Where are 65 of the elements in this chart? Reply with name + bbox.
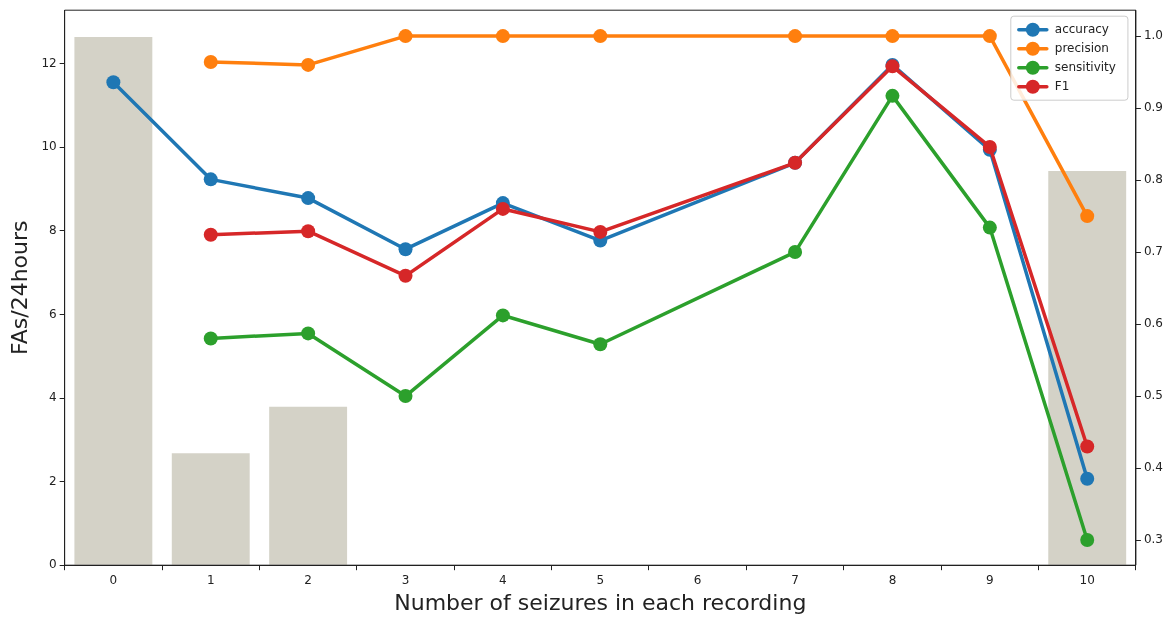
legend-label: F1 [1054,78,1070,93]
point [203,227,218,242]
x-tick-label: 1 [206,572,215,587]
point [398,389,413,404]
point [301,326,316,341]
y2-tick-label: 0.5 [1143,388,1164,403]
point [203,331,218,346]
y2-tick-label: 0.3 [1143,532,1164,547]
y-tick-label: 6 [49,306,57,321]
point [398,242,413,257]
x-tick-label: 6 [693,572,702,587]
point [106,75,121,90]
y-axis-title: FAs/24hours [6,220,32,355]
y-tick-label: 8 [49,222,57,237]
point [593,29,608,44]
point [398,29,413,44]
point [1080,439,1095,454]
x-tick-label: 10 [1079,572,1095,587]
legend-label: sensitivity [1054,59,1116,74]
point [203,55,218,70]
point [593,224,608,239]
y2-tick-label: 0.9 [1143,100,1164,115]
x-tick-label: 8 [888,572,897,587]
x-tick-label: 7 [791,572,799,587]
point [495,308,510,323]
point [301,57,316,72]
x-axis-title: Number of seizures in each recording [394,589,807,615]
bar [1048,171,1127,565]
y-tick-label: 4 [49,390,57,405]
point [982,29,997,44]
point [788,29,803,44]
point [203,172,218,187]
bar [171,453,250,565]
x-tick-label: 2 [304,572,312,587]
x-tick-label: 3 [401,572,410,587]
legend-label: accuracy [1054,21,1109,36]
point [885,29,900,44]
point [495,29,510,44]
point [301,191,316,206]
y-tick-label: 2 [49,473,57,488]
bar [74,36,153,565]
point [1080,209,1095,224]
legend-label: precision [1054,40,1109,55]
x-tick-label: 0 [109,572,118,587]
point [398,268,413,283]
x-tick-label: 4 [499,572,507,587]
point [1080,471,1095,486]
point [1080,533,1095,548]
point [982,220,997,235]
x-tick-label: 5 [596,572,605,587]
x-tick-label: 9 [986,572,994,587]
y-tick-label: 0 [49,557,57,572]
point [788,245,803,260]
y2-tick-label: 0.8 [1143,172,1164,187]
point [593,337,608,352]
point [885,88,900,103]
y-tick-label: 10 [41,139,57,154]
y2-tick-label: 0.7 [1143,244,1164,259]
point [495,201,510,216]
y2-tick-label: 0.4 [1143,460,1164,475]
y-tick-label: 12 [41,55,57,70]
point [301,224,316,239]
y2-tick-label: 0.6 [1143,316,1164,331]
bar [269,406,348,565]
y2-tick-label: 1.0 [1143,28,1164,43]
